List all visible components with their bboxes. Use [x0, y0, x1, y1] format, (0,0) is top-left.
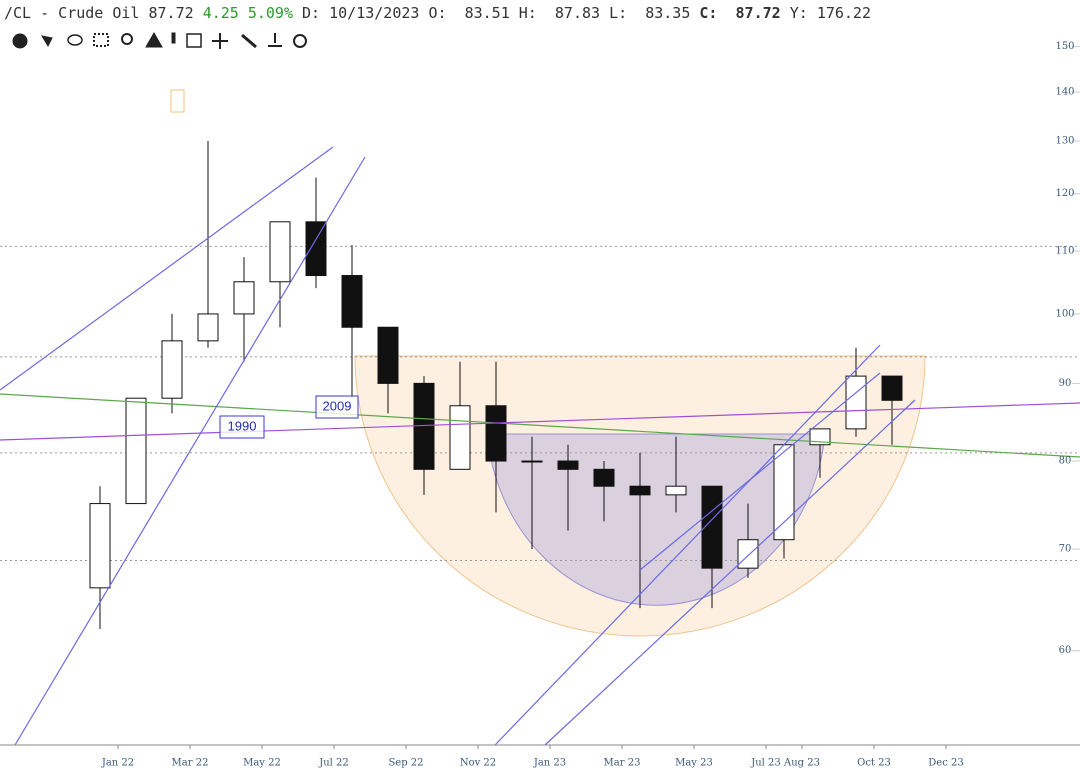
candle-body: [665, 485, 687, 496]
candle-body: [449, 405, 471, 470]
candle-body: [557, 460, 579, 470]
trendline: [0, 402, 1080, 441]
x-tick-label: Jan 23: [533, 758, 566, 769]
tool-icon[interactable]: [171, 32, 176, 44]
candle-body: [161, 340, 183, 399]
close: 87.72: [735, 4, 781, 22]
year-label: Y:: [789, 4, 808, 22]
date: 10/13/2023: [329, 4, 420, 22]
tool-icon[interactable]: [121, 33, 133, 45]
tool-icon[interactable]: [293, 34, 307, 48]
candle-body: [413, 382, 435, 470]
y-tick-label: 100: [1055, 308, 1074, 319]
tool-icon[interactable]: [67, 34, 83, 46]
header: /CL - Crude Oil 87.72 4.25 5.09% D: 10/1…: [4, 4, 871, 22]
trendline: [0, 393, 1080, 458]
low: 83.35: [645, 4, 691, 22]
trendline: [14, 156, 366, 746]
candle-body: [269, 221, 291, 283]
annotation-box: [315, 395, 359, 419]
trendline: [544, 399, 916, 746]
y-tick-label: 150: [1055, 41, 1074, 52]
trendline: [0, 146, 334, 391]
y-tick-label: 90: [1059, 378, 1072, 389]
candle-body: [629, 485, 651, 496]
high: 87.83: [554, 4, 601, 22]
x-tick-label: Jul 22: [318, 758, 349, 769]
x-tick-label: Jan 22: [101, 758, 134, 769]
tool-icon[interactable]: [268, 33, 282, 47]
candle-body: [881, 375, 903, 401]
change: 4.25: [202, 4, 239, 22]
trendline: [494, 344, 881, 746]
candle-body: [521, 460, 543, 463]
candle-body: [845, 375, 867, 430]
tool-icon[interactable]: [145, 31, 163, 48]
tool-icon[interactable]: [12, 33, 28, 49]
open: 83.51: [464, 4, 510, 22]
candle-body: [593, 468, 615, 487]
tool-icon[interactable]: [186, 33, 202, 48]
x-tick-label: Mar 23: [604, 758, 641, 769]
candle-body: [305, 221, 327, 277]
date-label: D:: [302, 4, 321, 22]
y-tick-label: 140: [1055, 87, 1074, 98]
tool-icon[interactable]: [93, 33, 109, 47]
candle-body: [125, 397, 147, 505]
candle-body: [89, 503, 111, 589]
trendline: [639, 372, 881, 571]
y-tick-label: 110: [1055, 246, 1074, 257]
annotation: 1990: [228, 418, 257, 433]
marker: [170, 89, 185, 113]
high-label: H:: [518, 4, 537, 22]
x-tick-label: May 22: [243, 758, 281, 769]
y-tick-label: 130: [1055, 135, 1074, 146]
candle-body: [233, 281, 255, 315]
candle-body: [485, 405, 507, 462]
y-tick-label: 60: [1059, 645, 1072, 656]
close-label: C:: [699, 4, 718, 22]
x-tick-label: Sep 22: [388, 758, 423, 769]
tool-icon[interactable]: [40, 35, 53, 48]
symbol: /CL - Crude Oil: [4, 4, 140, 22]
x-tick-label: Oct 23: [857, 758, 891, 769]
x-tick-label: Nov 22: [460, 758, 496, 769]
annotation: 2009: [323, 398, 352, 413]
y-tick-label: 70: [1059, 544, 1072, 555]
candle-body: [809, 428, 831, 446]
tool-icon[interactable]: [241, 33, 257, 49]
low-label: L:: [609, 4, 628, 22]
y-tick-label: 80: [1059, 456, 1072, 467]
marks: [0, 46, 1080, 652]
open-label: O:: [428, 4, 447, 22]
x-tick-label: Dec 23: [928, 758, 963, 769]
candle-body: [737, 539, 759, 569]
tool-icon[interactable]: [212, 33, 228, 49]
candle-body: [377, 326, 399, 384]
candle-body: [341, 275, 363, 328]
candle-body: [773, 444, 795, 541]
year: 176.22: [816, 4, 871, 22]
x-tick-label: Jul 23: [750, 758, 781, 769]
annotation-box: [219, 415, 265, 439]
trendlines: [0, 146, 1080, 746]
change-pct: 5.09%: [247, 4, 293, 22]
x-tick-label: Aug 23: [783, 758, 820, 769]
x-tick-label: May 23: [675, 758, 713, 769]
y-tick-label: 120: [1055, 188, 1074, 199]
x-tick-label: Mar 22: [172, 758, 209, 769]
last: 87.72: [148, 4, 194, 22]
candle-body: [197, 313, 219, 342]
toolbar: [12, 31, 307, 49]
